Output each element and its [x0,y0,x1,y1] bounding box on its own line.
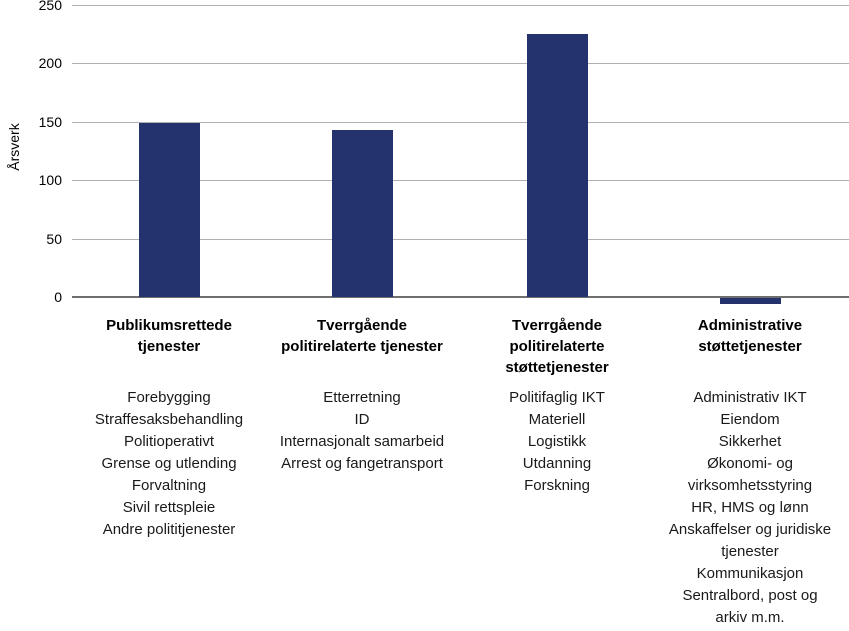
service-item: Utdanning [522,455,592,472]
service-item: Kommunikasjon [696,565,804,582]
service-item: Forvaltning [131,477,207,494]
service-item: Forebygging [127,389,211,406]
category-items-3: Politifaglig IKT Materiell Logistikk Utdann… [467,387,647,497]
service-item: Politioperativt [123,433,215,450]
service-item: Sentralbord, post og arkiv m.m. [682,587,818,626]
category-items-2: Etterretning ID Internasjonalt samarbeid Ar… [262,387,462,475]
y-axis-title: Årsverk [6,123,22,171]
gridline-250 [72,5,849,6]
category-items-1: Forebygging Straffesaksbehandling Politiop… [74,387,264,541]
category-header-2: Tverrgående politirelaterte tjenester [281,317,443,355]
category-items-4: Administrativ IKT Eiendom Sikkerhet Økonomi… [668,387,832,629]
service-item: Administrativ IKT [693,389,807,406]
category-header-3: Tverrgående politirelaterte støttetjenes… [505,317,609,376]
service-item: Forskning [524,477,590,494]
service-item: Straffesaksbehandling [94,411,244,428]
service-item: Sikkerhet [718,433,782,450]
bar-category-4 [719,298,781,304]
gridline-50 [72,238,849,240]
y-tick-label-100: 100 [38,172,62,189]
service-item: Andre polititjenester [102,521,236,538]
service-item: Grense og utlending [101,455,237,472]
service-item: Økonomi- og virksomhetsstyring [687,455,813,494]
gridline-150 [72,121,849,123]
category-header-4: Administrative støttetjenester [697,317,803,355]
service-item: Materiell [528,411,586,428]
service-item: Etterretning [323,389,401,406]
y-tick-label-150: 150 [38,113,62,130]
service-item: HR, HMS og lønn [691,499,809,516]
bar-category-2 [331,129,393,297]
y-tick-label-0: 0 [54,289,62,305]
gridline-200 [72,63,849,65]
service-item: Internasjonalt samarbeid [279,433,445,450]
y-tick-label-50: 50 [46,230,62,247]
service-item: Sivil rettspleie [122,499,216,516]
gridline-0 [72,296,849,298]
category-header-1: Publikumsrettede tjenester [106,317,232,355]
bar-category-3 [526,34,588,297]
y-tick-label-200: 200 [38,55,62,72]
service-item: Logistikk [527,433,587,450]
service-item: Anskaffelser og juridiske tjenester [668,521,832,560]
service-item: Eiendom [720,411,780,428]
service-item: Arrest og fangetransport [281,455,443,472]
service-item: ID [354,411,370,428]
y-tick-label-250: 250 [38,0,62,13]
bar-category-1 [138,122,200,297]
service-item: Politifaglig IKT [509,389,605,406]
gridline-100 [72,180,849,182]
